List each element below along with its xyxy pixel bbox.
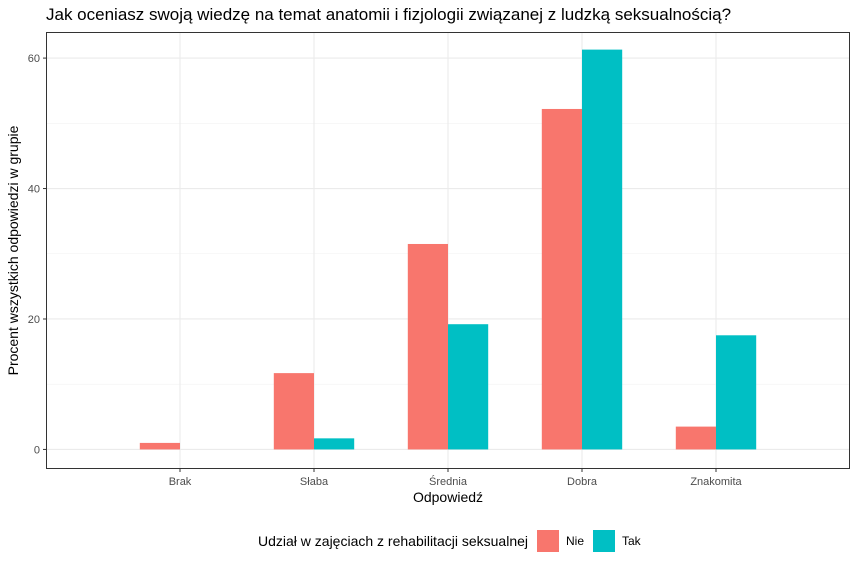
legend: Udział w zajęciach z rehabilitacji seksu… — [258, 530, 642, 552]
bar-tak-1 — [314, 438, 355, 450]
y-tick-label: 0 — [34, 444, 40, 456]
x-tick-label: Słaba — [300, 476, 329, 488]
y-tick-label: 40 — [28, 184, 40, 196]
legend-label-tak: Tak — [622, 534, 642, 548]
x-tick-label: Średnia — [429, 475, 468, 488]
legend-label-nie: Nie — [566, 534, 584, 548]
bar-nie-4 — [675, 426, 716, 450]
y-tick-label: 20 — [28, 314, 40, 326]
legend-key-nie — [537, 530, 559, 552]
x-tick-label: Brak — [169, 476, 192, 488]
bar-tak-3 — [582, 49, 623, 450]
y-tick-label: 60 — [28, 53, 40, 65]
chart-title: Jak oceniasz swoją wiedzę na temat anato… — [46, 5, 731, 24]
bars — [139, 49, 757, 450]
bar-tak-4 — [716, 335, 757, 450]
y-axis: 0 20 40 60 — [28, 53, 46, 456]
x-axis-label: Odpowiedź — [413, 489, 483, 505]
legend-key-tak — [593, 530, 615, 552]
x-tick-label: Znakomita — [690, 476, 742, 488]
bar-nie-0 — [139, 442, 180, 450]
y-axis-label: Procent wszystkich odpowiedzi w grupie — [5, 125, 21, 375]
legend-title: Udział w zajęciach z rehabilitacji seksu… — [258, 533, 528, 549]
x-axis: Brak Słaba Średnia Dobra Znakomita — [169, 469, 743, 488]
plot-border — [46, 32, 850, 469]
bar-nie-3 — [541, 108, 582, 450]
bar-nie-2 — [407, 243, 448, 450]
x-tick-label: Dobra — [567, 476, 598, 488]
plot-panel — [46, 32, 850, 469]
bar-nie-1 — [273, 373, 314, 450]
bar-tak-2 — [448, 324, 489, 450]
